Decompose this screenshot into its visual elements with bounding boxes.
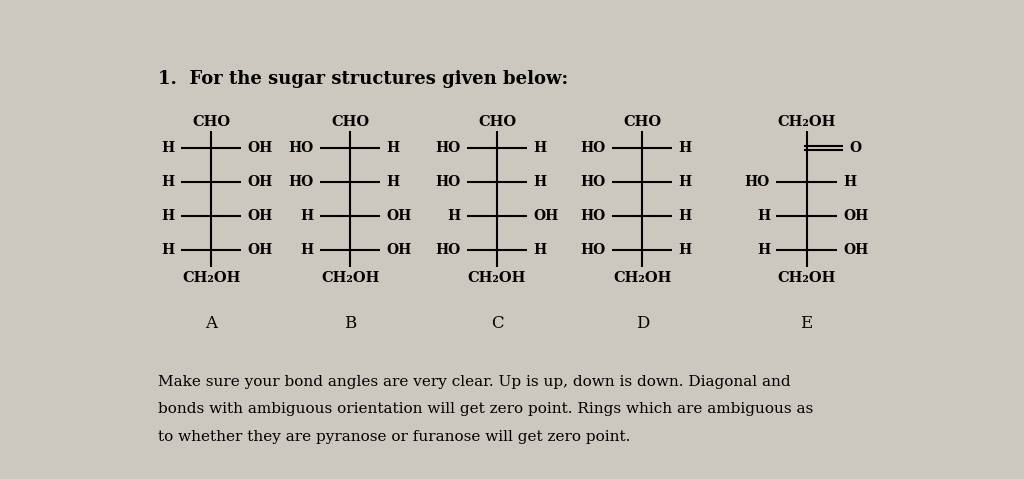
Text: E: E — [801, 315, 813, 332]
Text: H: H — [679, 175, 692, 189]
Text: H: H — [534, 175, 547, 189]
Text: H: H — [534, 141, 547, 155]
Text: HO: HO — [581, 243, 606, 257]
Text: H: H — [162, 243, 175, 257]
Text: D: D — [636, 315, 649, 332]
Text: H: H — [679, 209, 692, 223]
Text: CHO: CHO — [478, 115, 516, 129]
Text: HO: HO — [581, 141, 606, 155]
Text: H: H — [162, 141, 175, 155]
Text: CH₂OH: CH₂OH — [777, 271, 836, 285]
Text: C: C — [490, 315, 504, 332]
Text: O: O — [849, 141, 861, 155]
Text: OH: OH — [248, 175, 273, 189]
Text: H: H — [534, 243, 547, 257]
Text: HO: HO — [581, 209, 606, 223]
Text: CH₂OH: CH₂OH — [777, 115, 836, 129]
Text: CHO: CHO — [331, 115, 370, 129]
Text: H: H — [757, 209, 770, 223]
Text: CH₂OH: CH₂OH — [468, 271, 526, 285]
Text: H: H — [447, 209, 461, 223]
Text: H: H — [679, 141, 692, 155]
Text: H: H — [757, 243, 770, 257]
Text: OH: OH — [248, 141, 273, 155]
Text: OH: OH — [843, 209, 868, 223]
Text: OH: OH — [843, 243, 868, 257]
Text: HO: HO — [581, 175, 606, 189]
Text: CHO: CHO — [624, 115, 662, 129]
Text: H: H — [679, 243, 692, 257]
Text: OH: OH — [248, 209, 273, 223]
Text: HO: HO — [744, 175, 770, 189]
Text: A: A — [206, 315, 217, 332]
Text: HO: HO — [435, 175, 461, 189]
Text: HO: HO — [435, 141, 461, 155]
Text: H: H — [387, 141, 399, 155]
Text: CH₂OH: CH₂OH — [613, 271, 672, 285]
Text: H: H — [387, 175, 399, 189]
Text: H: H — [301, 209, 313, 223]
Text: CHO: CHO — [193, 115, 230, 129]
Text: HO: HO — [289, 175, 313, 189]
Text: H: H — [843, 175, 856, 189]
Text: OH: OH — [248, 243, 273, 257]
Text: H: H — [162, 175, 175, 189]
Text: Make sure your bond angles are very clear. Up is up, down is down. Diagonal and: Make sure your bond angles are very clea… — [158, 375, 791, 388]
Text: CH₂OH: CH₂OH — [321, 271, 380, 285]
Text: CH₂OH: CH₂OH — [182, 271, 241, 285]
Text: HO: HO — [435, 243, 461, 257]
Text: H: H — [162, 209, 175, 223]
Text: OH: OH — [534, 209, 559, 223]
Text: OH: OH — [387, 243, 412, 257]
Text: to whether they are pyranose or furanose will get zero point.: to whether they are pyranose or furanose… — [158, 430, 631, 444]
Text: OH: OH — [387, 209, 412, 223]
Text: B: B — [344, 315, 356, 332]
Text: bonds with ambiguous orientation will get zero point. Rings which are ambiguous : bonds with ambiguous orientation will ge… — [158, 402, 813, 416]
Text: HO: HO — [289, 141, 313, 155]
Text: H: H — [301, 243, 313, 257]
Text: 1.  For the sugar structures given below:: 1. For the sugar structures given below: — [158, 70, 568, 89]
